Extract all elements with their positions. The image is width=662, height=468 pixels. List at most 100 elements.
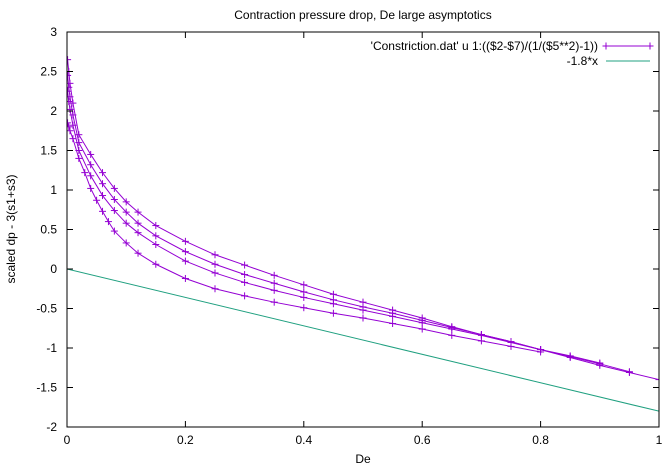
data-point bbox=[181, 237, 189, 245]
data-point bbox=[99, 169, 107, 177]
y-tick-label: -1 bbox=[46, 341, 57, 355]
data-point bbox=[110, 195, 118, 203]
y-tick-label: 1 bbox=[50, 183, 57, 197]
data-point bbox=[507, 342, 515, 350]
data-point bbox=[448, 325, 456, 333]
data-point bbox=[67, 127, 74, 135]
data-point bbox=[418, 319, 426, 327]
data-point bbox=[67, 105, 74, 113]
data-point bbox=[152, 222, 160, 230]
data-point bbox=[152, 260, 160, 268]
data-point bbox=[67, 98, 73, 106]
data-point bbox=[134, 219, 142, 227]
data-point bbox=[67, 119, 72, 127]
data-point bbox=[270, 298, 278, 306]
data-point bbox=[87, 161, 95, 169]
data-point bbox=[270, 286, 278, 294]
y-tick-label: 2 bbox=[50, 104, 57, 118]
data-point bbox=[241, 278, 249, 286]
data-curve-2 bbox=[67, 75, 630, 373]
data-point bbox=[122, 198, 130, 206]
y-tick-label: 1.5 bbox=[40, 144, 57, 158]
data-point bbox=[75, 131, 83, 139]
data-point bbox=[389, 312, 397, 320]
x-tick-label: 0 bbox=[64, 433, 71, 447]
data-point bbox=[448, 331, 456, 339]
plot-frame bbox=[66, 31, 660, 428]
y-tick-label: 0 bbox=[50, 262, 57, 276]
data-point bbox=[418, 325, 426, 333]
data-point bbox=[67, 83, 73, 91]
data-point bbox=[359, 314, 367, 322]
y-tick-label: -0.5 bbox=[36, 302, 57, 316]
y-tick-label: 3 bbox=[50, 25, 57, 39]
data-point bbox=[87, 150, 95, 158]
data-point bbox=[566, 352, 574, 360]
data-point bbox=[122, 208, 130, 216]
legend-marker bbox=[602, 42, 610, 50]
data-point bbox=[152, 232, 160, 240]
data-point bbox=[99, 192, 107, 200]
data-point bbox=[110, 184, 118, 192]
data-point bbox=[122, 239, 130, 247]
data-curve-3 bbox=[67, 91, 600, 364]
data-point bbox=[359, 306, 367, 314]
data-point bbox=[134, 208, 142, 216]
legend-label-data: 'Constriction.dat' u 1:(($2-$7)/(1/($5**… bbox=[371, 39, 598, 53]
data-point bbox=[134, 229, 142, 237]
data-point bbox=[300, 281, 308, 289]
data-point bbox=[329, 300, 337, 308]
data-point bbox=[99, 180, 107, 188]
x-tick-label: 0.2 bbox=[177, 433, 194, 447]
data-point bbox=[300, 304, 308, 312]
legend: 'Constriction.dat' u 1:(($2-$7)/(1/($5**… bbox=[371, 39, 654, 68]
legend-key-data bbox=[602, 42, 654, 50]
data-point bbox=[655, 376, 659, 384]
data-point bbox=[477, 337, 485, 345]
data-point bbox=[329, 309, 337, 317]
fit-line bbox=[67, 268, 659, 412]
data-point bbox=[537, 348, 545, 356]
data-point bbox=[241, 271, 249, 279]
axis-ticks: 0 0.2 0.4 0.6 0.8 1 3 2.5 2 1.5 1 0.5 0 -0.5 -1 -1.5 -2 bbox=[36, 25, 662, 447]
data-point bbox=[181, 257, 189, 265]
legend-label-fit: -1.8*x bbox=[567, 54, 598, 68]
x-tick-label: 0.8 bbox=[532, 433, 549, 447]
data-point bbox=[211, 285, 219, 293]
y-tick-label: -1.5 bbox=[36, 381, 57, 395]
data-point bbox=[596, 359, 604, 367]
data-point bbox=[122, 219, 130, 227]
y-axis-label: scaled dp - 3(s1+s3) bbox=[4, 174, 18, 283]
data-point bbox=[67, 79, 74, 87]
data-point bbox=[389, 320, 397, 328]
data-curve-1 bbox=[67, 59, 659, 381]
data-point bbox=[625, 368, 633, 376]
data-point bbox=[181, 248, 189, 256]
data-point bbox=[211, 260, 219, 268]
data-point bbox=[93, 196, 101, 204]
data-point bbox=[211, 251, 219, 259]
data-point bbox=[110, 227, 118, 235]
y-tick-label: 2.5 bbox=[40, 65, 57, 79]
x-tick-label: 1 bbox=[656, 433, 662, 447]
data-point bbox=[181, 274, 189, 282]
data-point bbox=[241, 261, 249, 269]
x-tick-label: 0.6 bbox=[414, 433, 431, 447]
data-point bbox=[87, 184, 95, 192]
data-point bbox=[241, 292, 249, 300]
legend-marker bbox=[646, 42, 654, 50]
data-point bbox=[69, 135, 77, 143]
data-point bbox=[67, 87, 72, 95]
data-point bbox=[75, 154, 83, 162]
plot-series-layer bbox=[67, 56, 659, 412]
data-point bbox=[104, 218, 112, 226]
data-point bbox=[69, 121, 77, 129]
y-tick-label: -2 bbox=[46, 420, 57, 434]
data-point bbox=[67, 123, 73, 131]
data-point bbox=[81, 169, 89, 177]
y-tick-label: 0.5 bbox=[40, 223, 57, 237]
data-point bbox=[152, 241, 160, 249]
data-point bbox=[99, 207, 107, 215]
x-axis-label: De bbox=[355, 452, 371, 466]
